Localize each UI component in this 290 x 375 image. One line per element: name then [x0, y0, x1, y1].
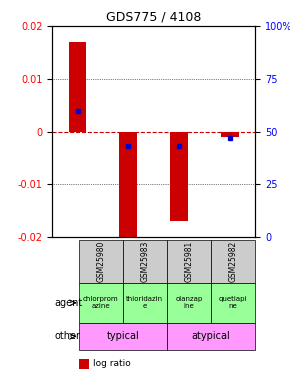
FancyBboxPatch shape — [79, 323, 167, 350]
FancyBboxPatch shape — [167, 283, 211, 323]
Text: atypical: atypical — [192, 332, 231, 341]
FancyBboxPatch shape — [211, 240, 255, 283]
Text: other: other — [54, 332, 80, 341]
Text: GSM25980: GSM25980 — [96, 240, 105, 282]
Text: GSM25983: GSM25983 — [140, 240, 149, 282]
Bar — [69, 42, 86, 132]
Bar — [221, 132, 239, 137]
Text: agent: agent — [54, 298, 82, 308]
Text: typical: typical — [106, 332, 139, 341]
FancyBboxPatch shape — [167, 323, 255, 350]
Bar — [119, 132, 137, 237]
Bar — [79, 359, 89, 369]
FancyBboxPatch shape — [79, 283, 123, 323]
Text: quetiapi
ne: quetiapi ne — [219, 296, 247, 309]
FancyBboxPatch shape — [79, 240, 123, 283]
FancyBboxPatch shape — [123, 240, 167, 283]
Text: GSM25982: GSM25982 — [229, 241, 238, 282]
Text: log ratio: log ratio — [93, 359, 130, 368]
Text: thioridazin
e: thioridazin e — [126, 296, 163, 309]
Text: chlorprom
azine: chlorprom azine — [83, 296, 119, 309]
FancyBboxPatch shape — [123, 283, 167, 323]
FancyBboxPatch shape — [167, 240, 211, 283]
Bar — [170, 132, 188, 221]
Text: GSM25981: GSM25981 — [184, 241, 193, 282]
Title: GDS775 / 4108: GDS775 / 4108 — [106, 11, 201, 24]
Text: olanzap
ine: olanzap ine — [175, 296, 203, 309]
FancyBboxPatch shape — [211, 283, 255, 323]
